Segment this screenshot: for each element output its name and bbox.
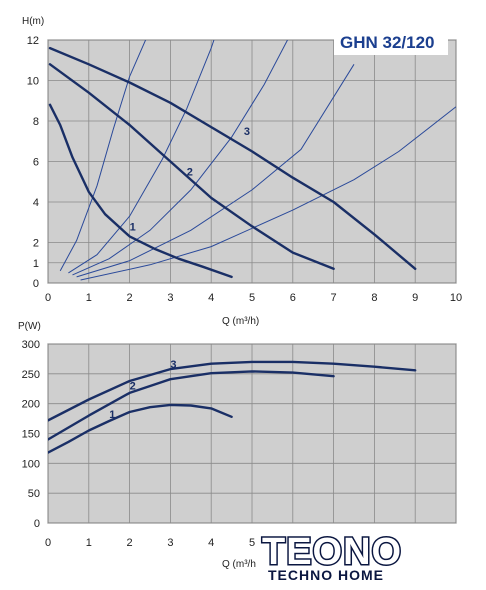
power-y-ticks: 0 50 100 150 200 250 300 xyxy=(22,339,40,530)
power-curve-3 xyxy=(48,360,417,422)
teono-logo: TEONO TECHNO HOME xyxy=(256,526,432,584)
power-curve-2 xyxy=(48,370,335,441)
head-system-curve-4 xyxy=(76,64,355,278)
head-curve-1 xyxy=(48,103,233,279)
head-x-ticks: 0 1 2 3 4 5 6 7 8 9 10 xyxy=(45,292,462,304)
head-grid xyxy=(47,39,457,284)
head-curves: 1 2 3 xyxy=(48,46,417,279)
power-curves: 1 2 3 xyxy=(48,359,417,454)
head-curve-2 xyxy=(48,63,335,270)
head-y-tick-label: 4 xyxy=(33,197,39,209)
head-x-tick-label: 2 xyxy=(127,292,133,304)
head-system-curves xyxy=(59,40,456,281)
power-y-tick-label: 50 xyxy=(28,488,40,500)
power-y-tick-label: 100 xyxy=(22,458,40,470)
head-y-tick-label: 8 xyxy=(33,116,39,128)
power-curve-label-3: 3 xyxy=(170,359,176,371)
head-system-curve-5 xyxy=(80,106,456,281)
power-y-tick-label: 300 xyxy=(22,339,40,351)
head-x-tick-label: 3 xyxy=(167,292,173,304)
head-y-tick-label: 1 xyxy=(33,258,39,270)
power-y-tick-label: 0 xyxy=(34,518,40,530)
head-x-tick-label: 9 xyxy=(412,292,418,304)
head-system-curve-1 xyxy=(59,40,147,272)
power-curve-1 xyxy=(48,403,233,454)
head-x-axis-label: Q (m³/h) xyxy=(222,316,259,327)
power-x-ticks: 0 1 2 3 4 5 xyxy=(45,537,255,549)
head-y-tick-label: 0 xyxy=(33,278,39,290)
logo-background xyxy=(256,526,432,584)
power-y-tick-label: 200 xyxy=(22,399,40,411)
head-system-curve-2 xyxy=(68,40,215,274)
head-x-tick-label: 10 xyxy=(450,292,462,304)
power-y-axis-label: P(W) xyxy=(18,321,41,332)
power-x-tick-label: 1 xyxy=(86,537,92,549)
power-chart: 1 2 3 0 1 2 3 4 5 0 50 100 150 200 250 300 P(W) Q (m³… xyxy=(18,321,457,570)
head-x-tick-label: 4 xyxy=(208,292,214,304)
power-x-tick-label: 2 xyxy=(127,537,133,549)
power-y-tick-label: 150 xyxy=(22,429,40,441)
head-curve-3 xyxy=(48,46,417,270)
power-y-tick-label: 250 xyxy=(22,369,40,381)
power-x-tick-label: 0 xyxy=(45,537,51,549)
power-x-tick-label: 3 xyxy=(167,537,173,549)
power-x-tick-label: 4 xyxy=(208,537,214,549)
head-x-tick-label: 1 xyxy=(86,292,92,304)
head-x-tick-label: 6 xyxy=(290,292,296,304)
head-x-tick-label: 0 xyxy=(45,292,51,304)
head-system-curve-3 xyxy=(72,40,289,276)
head-y-tick-label: 2 xyxy=(33,238,39,250)
head-y-axis-label: H(m) xyxy=(22,16,44,27)
chart-title-badge xyxy=(334,27,448,55)
head-curve-label-2: 2 xyxy=(187,167,193,179)
power-curve-label-2: 2 xyxy=(130,380,136,392)
head-y-tick-label: 12 xyxy=(27,35,39,47)
head-curve-label-3: 3 xyxy=(244,126,250,138)
head-y-tick-label: 6 xyxy=(33,157,39,169)
power-curve-label-1: 1 xyxy=(109,409,115,421)
head-y-tick-label: 10 xyxy=(27,76,39,88)
power-grid xyxy=(47,343,457,524)
logo-brand: TEONO xyxy=(262,531,402,573)
head-x-tick-label: 8 xyxy=(371,292,377,304)
head-x-tick-label: 5 xyxy=(249,292,255,304)
head-x-tick-label: 7 xyxy=(331,292,337,304)
chart-title: GHN 32/120 xyxy=(340,33,435,52)
head-curve-label-1: 1 xyxy=(130,221,136,233)
logo-tagline: TECHNO HOME xyxy=(268,567,384,583)
power-x-axis-label: Q (m³/h) xyxy=(222,559,259,570)
power-x-tick-label: 5 xyxy=(249,537,255,549)
